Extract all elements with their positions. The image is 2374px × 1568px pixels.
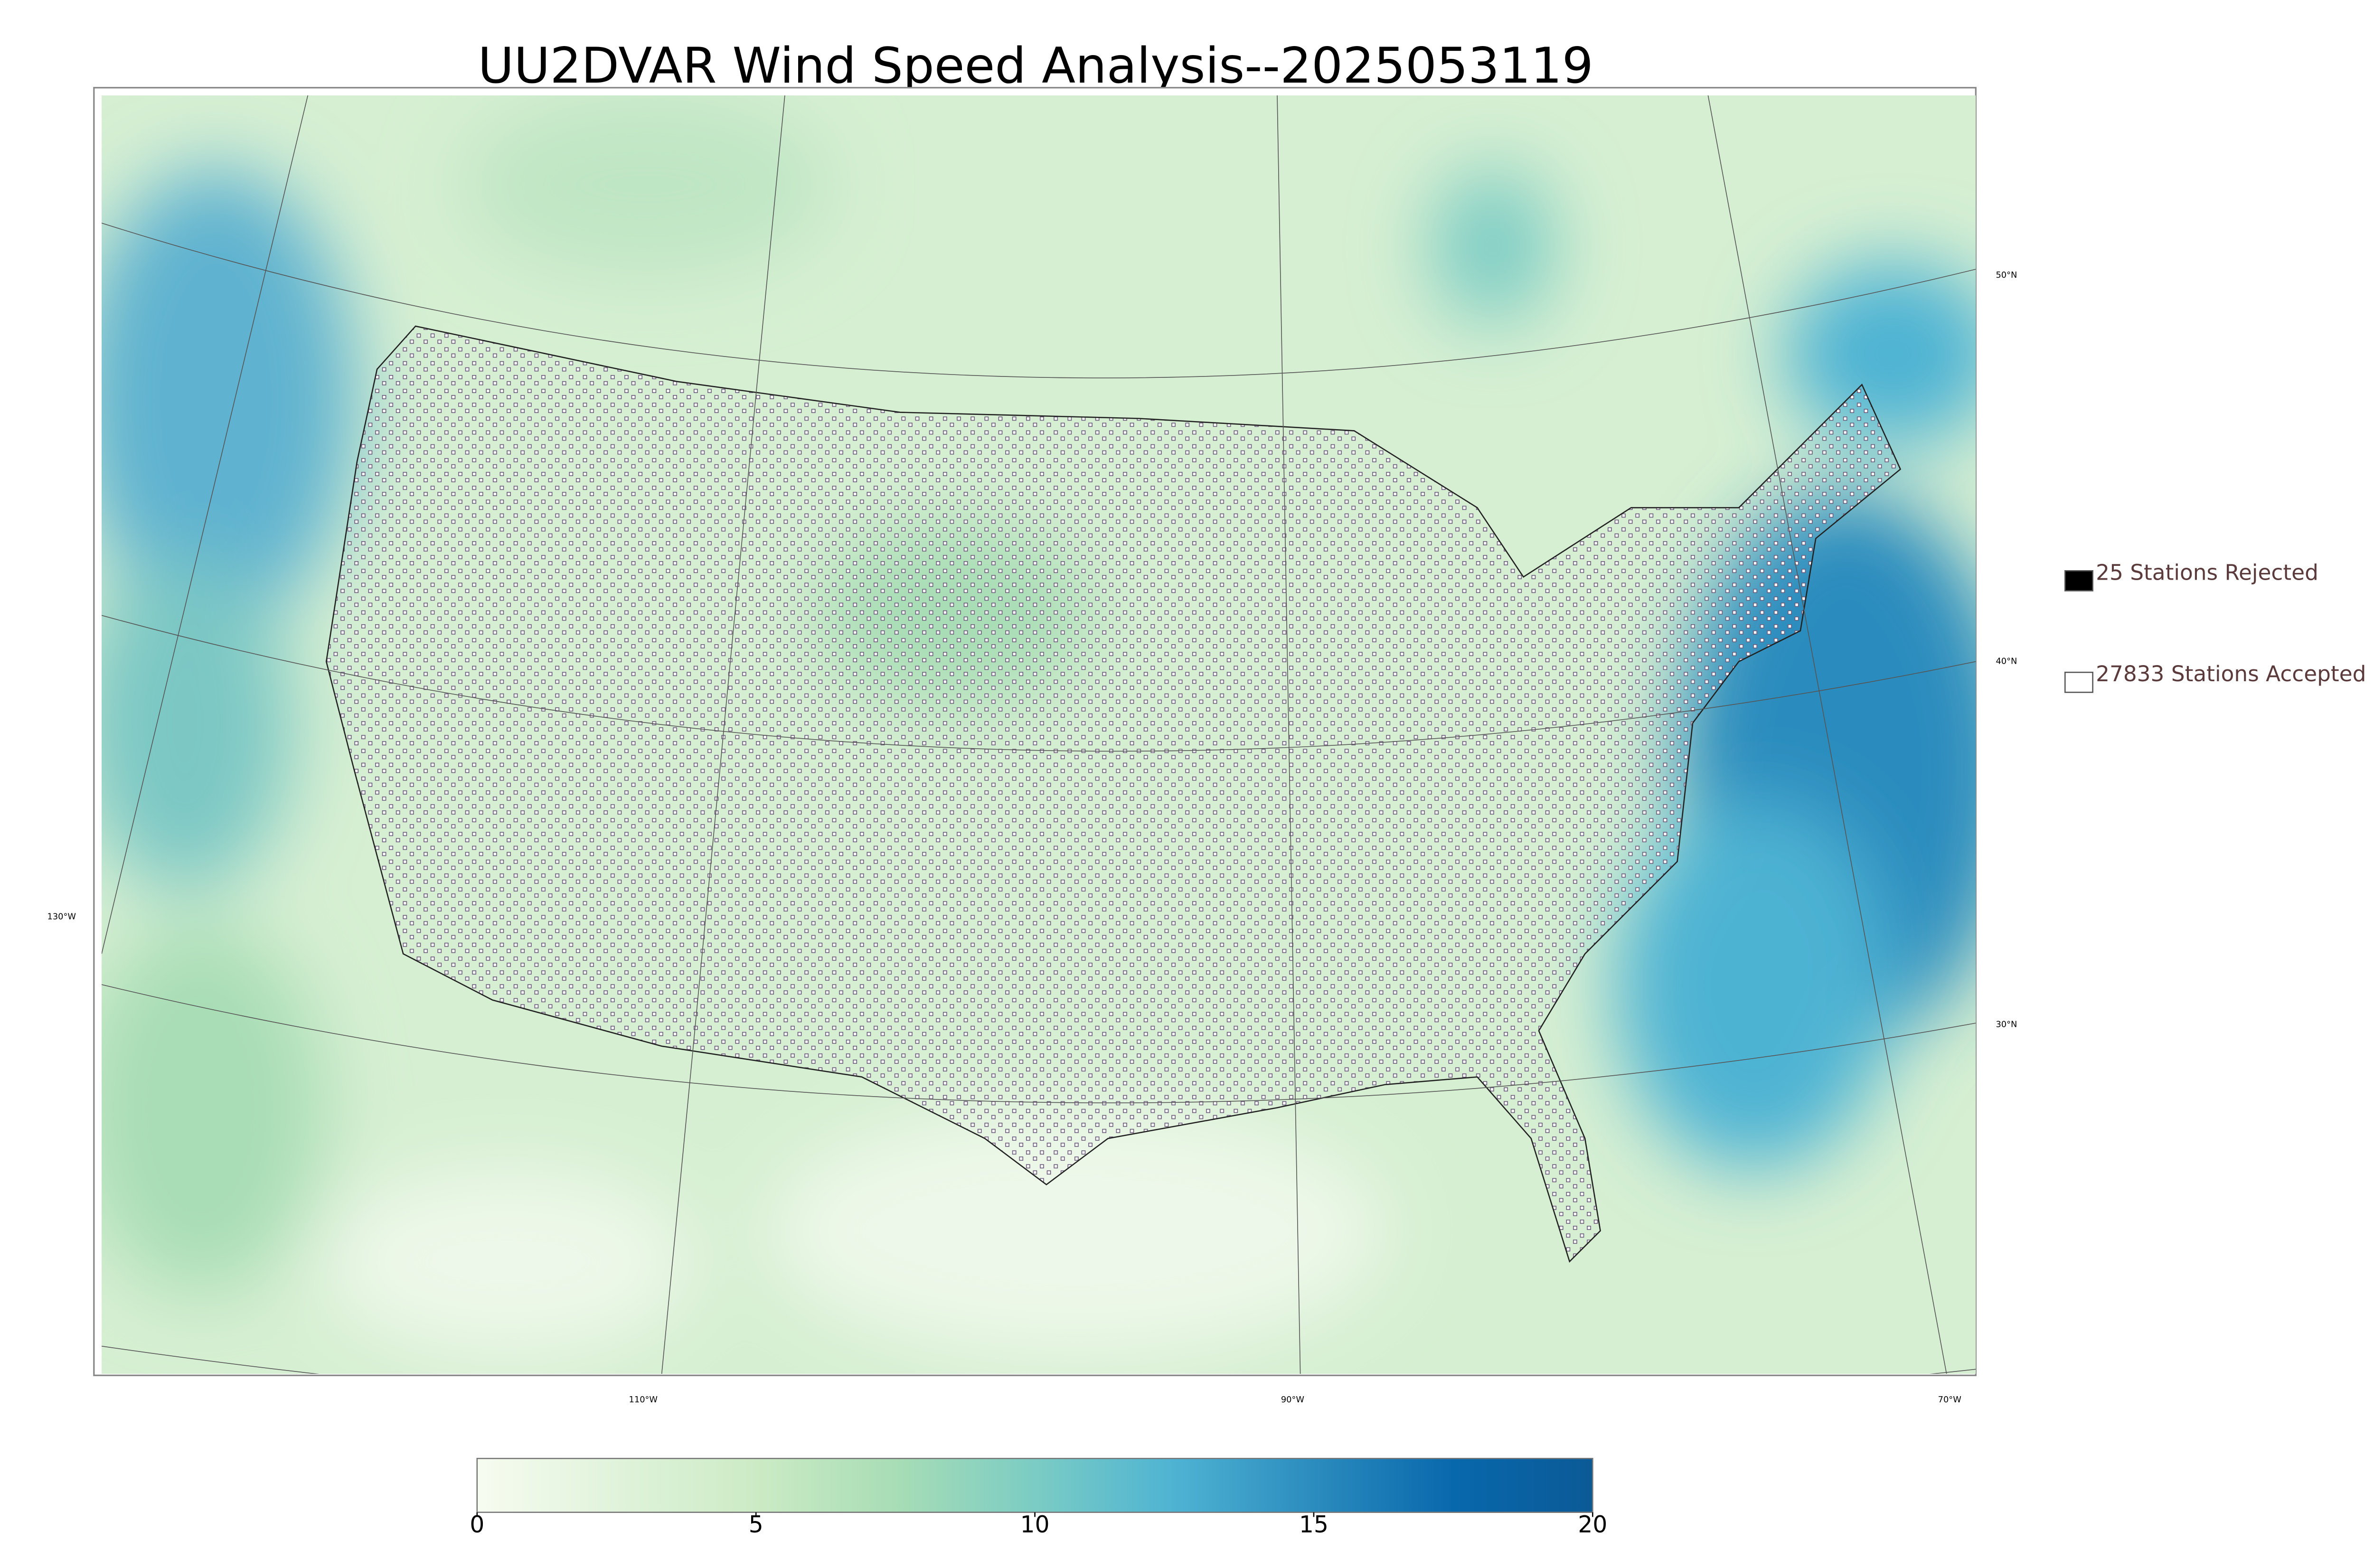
colorbar-tick-label: 0 xyxy=(470,1512,484,1538)
colorbar-tick-label: 15 xyxy=(1299,1512,1328,1538)
legend-swatch xyxy=(2064,570,2093,592)
colorbar: 0 5 10 15 20 xyxy=(470,1457,1607,1538)
legend-swatch xyxy=(2064,671,2093,693)
graticule-labels: 50°N 40°N 30°N 130°W 110°W 90°W 70°W xyxy=(47,270,2017,1405)
legend-label: 25 Stations Rejected xyxy=(2096,560,2318,585)
longitude-label: 130°W xyxy=(47,912,76,922)
title: UU2DVAR Wind Speed Analysis--2025053119 xyxy=(478,38,1593,94)
colorbar-ramp xyxy=(476,1457,1593,1513)
legend-label: 27833 Stations Accepted xyxy=(2096,661,2366,686)
longitude-label: 90°W xyxy=(1281,1395,1305,1405)
colorbar-tick-label: 10 xyxy=(1020,1512,1050,1538)
map-field xyxy=(102,95,1976,1374)
longitude-label: 70°W xyxy=(1938,1395,1962,1405)
latitude-label: 40°N xyxy=(1996,657,2017,667)
legend: 25 Stations Rejected 27833 Stations Accep… xyxy=(2064,560,2366,693)
longitude-label: 110°W xyxy=(629,1395,658,1405)
colorbar-tick-label: 20 xyxy=(1578,1512,1607,1538)
conus-outline xyxy=(325,325,1902,1263)
latitude-label: 30°N xyxy=(1996,1019,2017,1029)
colorbar-tick-label: 5 xyxy=(749,1512,763,1538)
latitude-label: 50°N xyxy=(1996,270,2017,280)
